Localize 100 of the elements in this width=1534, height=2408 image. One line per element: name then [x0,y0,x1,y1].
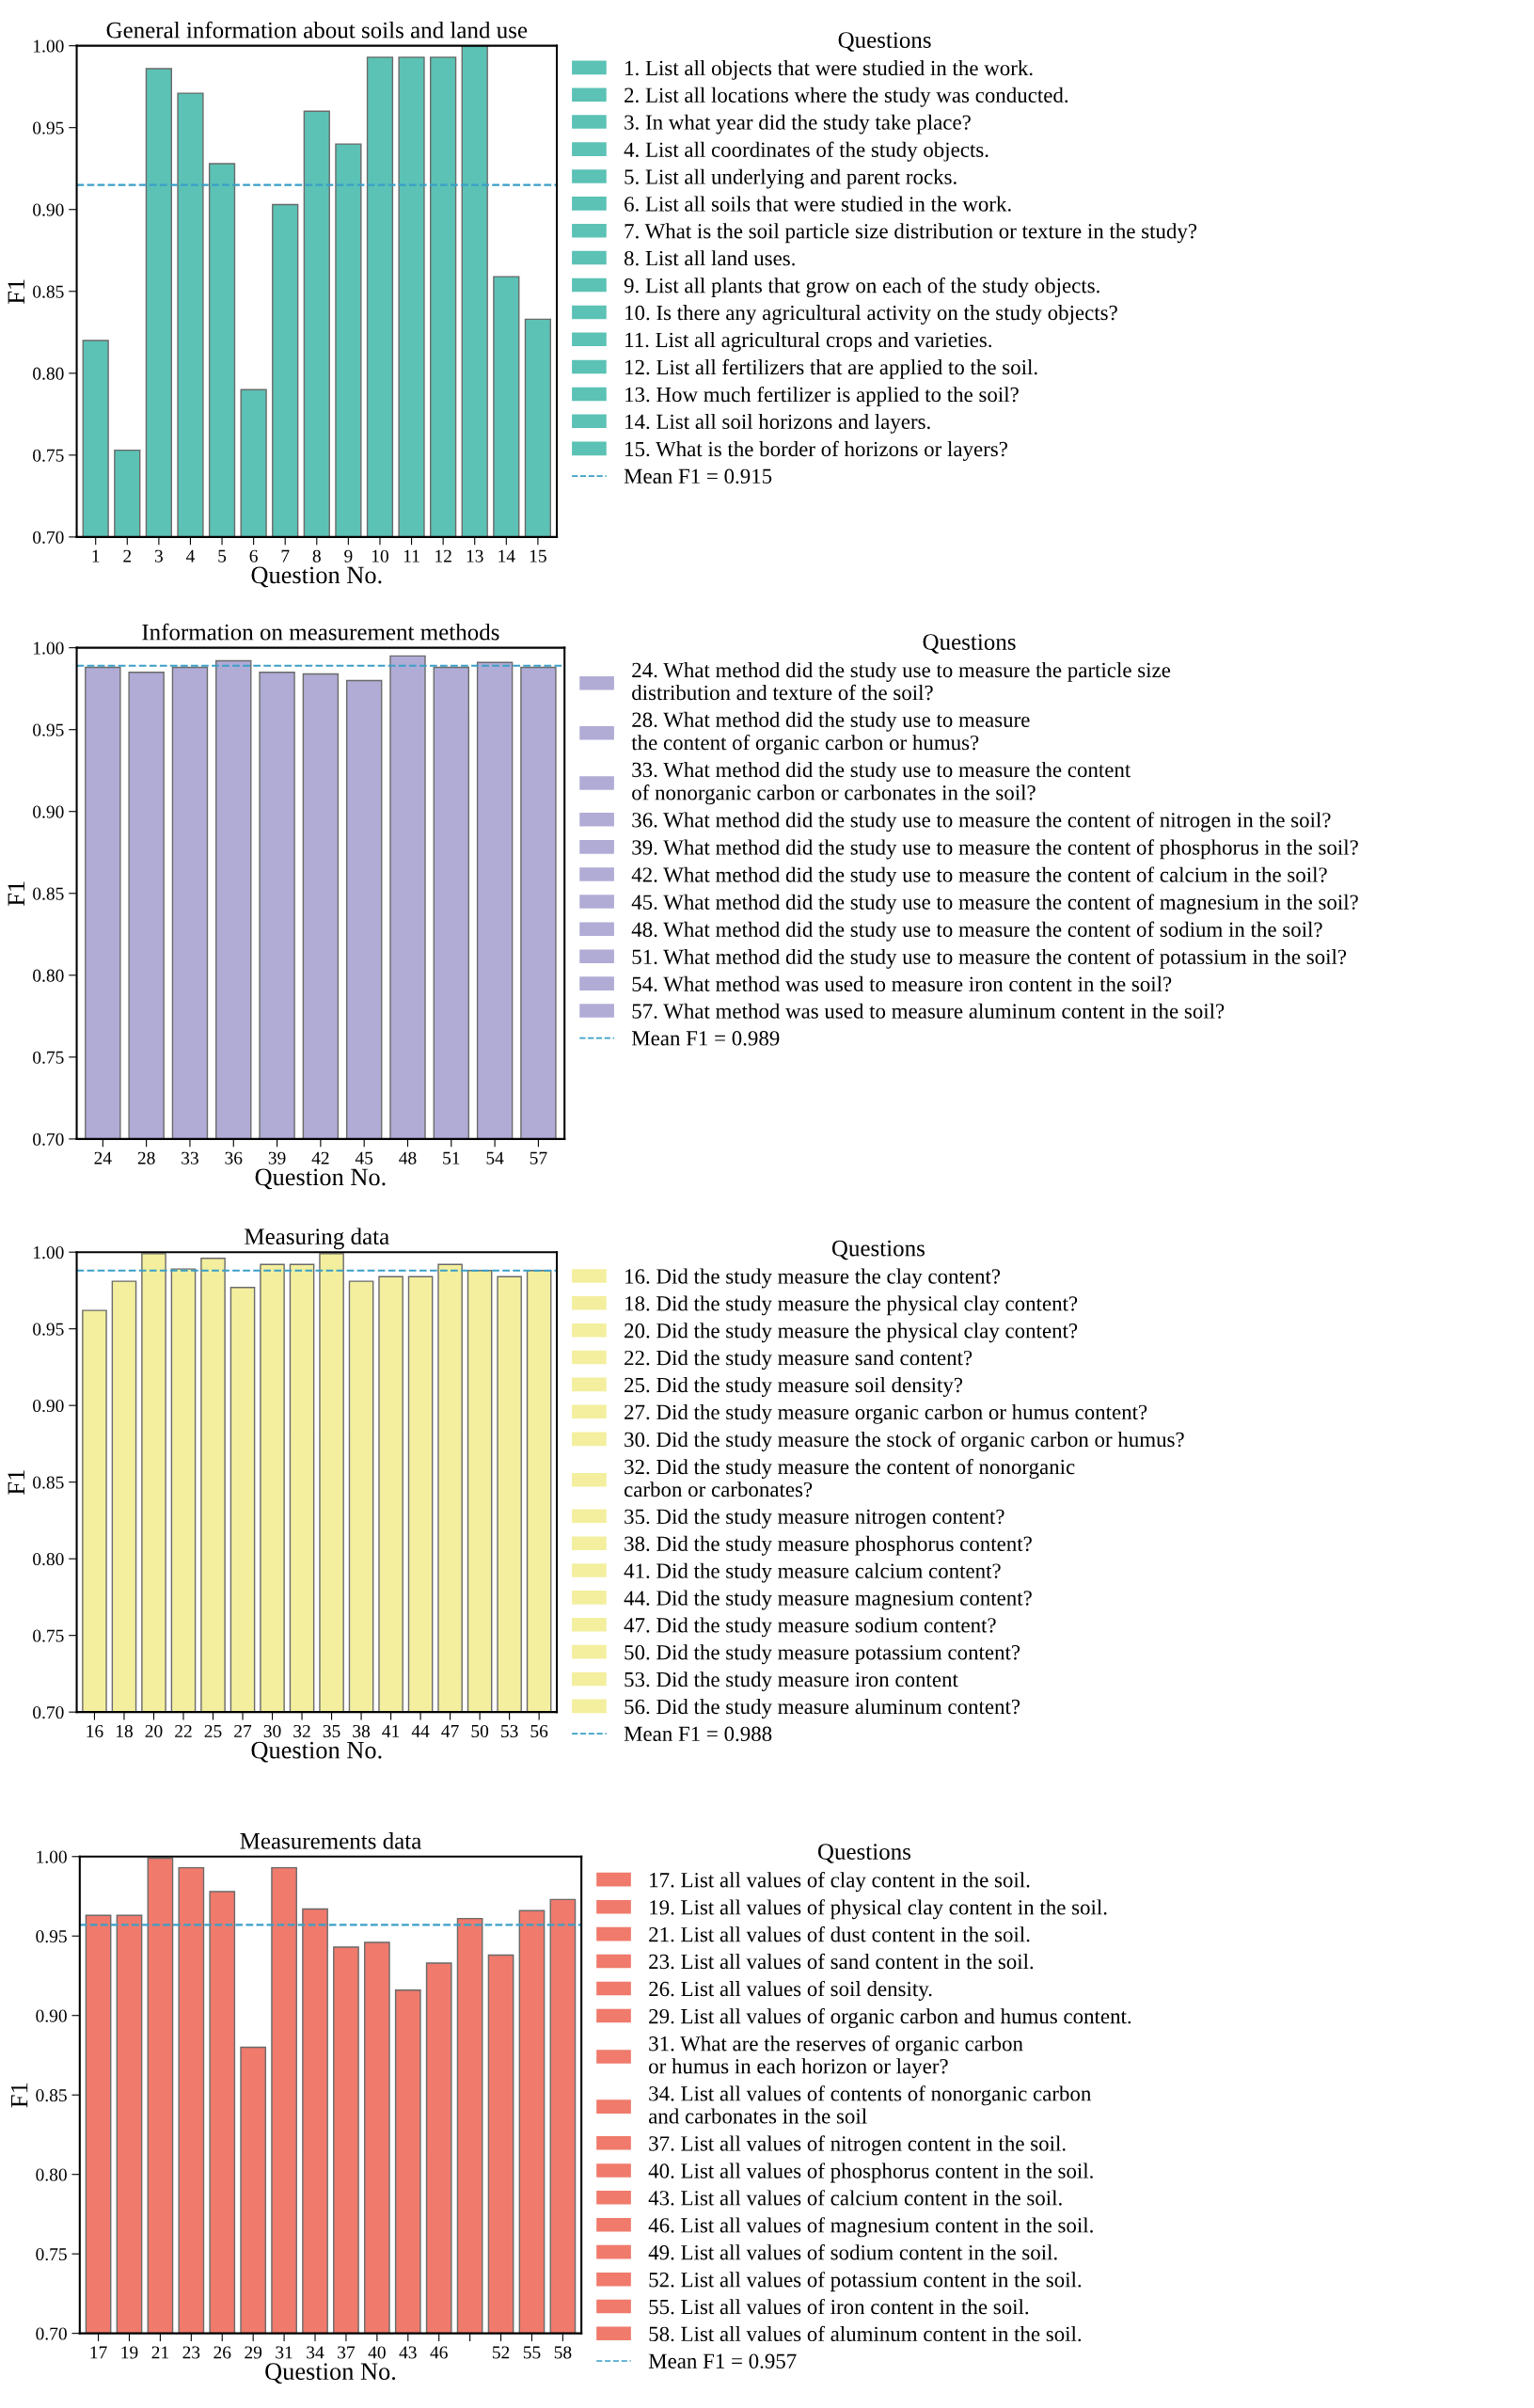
text: 7. What is the soil particle size distribution or texture in the study? [625,223,1197,244]
x-tick-label: 6 [249,549,258,562]
y-tick-label: 0.90 [33,805,64,818]
text: 21. List all values of dust content in the soil. [649,1926,1030,1942]
x-axis-title: Question No. [255,1168,386,1190]
legend-title: Questions [838,32,931,52]
y-axis-title: F1 [8,1470,24,1495]
text: 35. Did the study measure nitrogen content? [625,1508,1004,1529]
text: 1. List all objects that were studied in the work. [625,60,1033,80]
y-axis-title: F1 [8,881,24,906]
text: 47. Did the study measure sodium content? [624,1617,996,1638]
y-tick-label: 0.85 [33,1476,64,1489]
x-tick-label: 27 [234,1724,252,1737]
y-axis-title: F1 [8,279,24,304]
text: 37. List all values of nitrogen content in the soil. [649,2135,1066,2156]
text: 6. List all soils that were studied in the work. [625,196,1011,212]
text: 40. List all values of phosphorus content in the soil. [648,2162,1093,2183]
text: 48. What method did the study use to measure the content of sodium in the soil? [631,921,1322,942]
x-tick-label: 12 [435,549,451,562]
text: 53. Did the study measure iron content [625,1671,958,1692]
x-tick-label: 33 [182,1151,198,1164]
text: 25. Did the study measure soil density? [625,1377,963,1397]
text: 43. List all values of calcium content in the soil. [648,2190,1062,2206]
x-tick-label: 5 [218,549,227,562]
text: 18. Did the study measure the physical clay content? [625,1295,1078,1316]
text: 19. List all values of physical clay content in the soil. [650,1899,1107,1920]
x-tick-label: 53 [501,1724,518,1738]
text: 8. List all land uses. [624,250,795,266]
y-tick-label: 0.70 [33,531,64,544]
text: 30. Did the study measure the stock of organic carbon or humus? [625,1431,1184,1451]
x-tick-label: 40 [368,2346,386,2359]
y-tick-label: 0.85 [36,2089,67,2102]
y-tick-label: 0.80 [33,969,64,982]
text: 57. What method was used to measure aluminum content in the soil? [632,1003,1225,1019]
text: 10. Is there any agricultural activity on the study objects? [625,305,1117,325]
text: 55. List all values of iron content in the soil. [649,2298,1029,2315]
y-tick-label: 0.85 [33,887,64,900]
text: 51. What method did the study use to measure the content of potassium in the soil? [632,948,1347,969]
text: 11. List all agricultural crops and varieties. [625,331,991,352]
y-tick-label: 0.75 [33,1629,64,1642]
x-tick-label: 8 [312,549,321,562]
x-tick-label: 13 [467,549,483,562]
text: 22. Did the study measure sand content? [625,1350,973,1370]
x-tick-label: 56 [530,1724,548,1738]
text: 15. What is the border of horizons or layers? [625,440,1007,461]
x-tick-label: 31 [276,2346,293,2359]
x-tick-label: 55 [523,2346,541,2359]
x-tick-label: 45 [355,1151,373,1164]
text: 44. Did the study measure magnesium content? [624,1590,1032,1610]
x-tick-label: 14 [498,549,515,562]
y-tick-label: 0.70 [33,1133,64,1146]
text: 41. Did the study measure calcium content? [624,1562,1001,1583]
y-tick-label: 0.95 [33,723,64,737]
y-tick-label: 1.00 [37,1850,67,1863]
text: 14. List all soil horizons and layers. [625,413,930,434]
y-tick-label: 0.75 [36,2247,67,2261]
y-tick-label: 0.95 [33,121,64,135]
text: 46. List all values of magnesium content in the soil. [648,2217,1093,2238]
text: 28. What method did the study use to measure the content of organic carbon or humus? [631,711,1030,755]
x-tick-label: 2 [123,549,132,562]
text: 38. Did the study measure phosphorus content? [625,1535,1032,1556]
x-tick-label: 30 [263,1724,281,1738]
y-tick-label: 0.90 [33,203,64,216]
text: 2. List all locations where the study was conducted. [625,87,1068,107]
x-tick-label: 9 [344,549,353,562]
x-tick-label: 4 [185,549,196,562]
x-tick-label: 11 [403,549,419,562]
text: 5. List all underlying and parent rocks. [625,168,957,189]
text: 33. What method did the study use to measure the content of nonorganic carbon or carbonates in the soil? [632,762,1131,805]
text: 50. Did the study measure potassium content? [625,1644,1020,1665]
x-tick-label: 44 [411,1725,430,1737]
text: 9. List all plants that grow on each of the study objects. [624,277,1099,298]
x-axis-title: Question No. [265,2363,396,2384]
y-tick-label: 0.75 [33,1051,64,1064]
x-tick-label: 43 [399,2346,417,2359]
y-tick-label: 0.95 [36,1930,67,1943]
chart-title: Measurements data [240,1832,421,1849]
text: 49. List all values of sodium content in the soil. [648,2244,1057,2260]
text: 39. What method did the study use to measure the content of phosphorus in the soil? [632,839,1358,860]
y-tick-label: 1.00 [34,40,64,53]
chart-title: General information about soils and land use [106,21,528,39]
y-tick-label: 0.85 [33,285,64,298]
text: 17. List all values of clay content in the soil. [650,1872,1030,1893]
x-tick-label: 50 [471,1724,489,1738]
y-tick-label: 0.90 [33,1400,64,1413]
text: 58. List all values of aluminum content in the soil. [649,2325,1082,2342]
legend-title: Questions [831,1240,925,1260]
x-tick-label: 19 [121,2346,138,2359]
x-tick-label: 47 [441,1725,459,1737]
x-tick-label: 38 [353,1724,371,1738]
text: 52. List all values of potassium content in the soil. [649,2272,1082,2292]
x-tick-label: 23 [182,2346,200,2359]
x-tick-label: 39 [268,1151,286,1164]
x-tick-label: 1 [92,549,100,562]
x-tick-label: 51 [443,1151,460,1164]
x-tick-label: 34 [307,2346,324,2359]
text: 54. What method was used to measure iron content in the soil? [632,975,1172,992]
x-tick-label: 10 [372,549,388,562]
x-tick-label: 35 [323,1724,340,1738]
text: 32. Did the study measure the content of nonorganic carbon or carbonates? [624,1458,1075,1497]
